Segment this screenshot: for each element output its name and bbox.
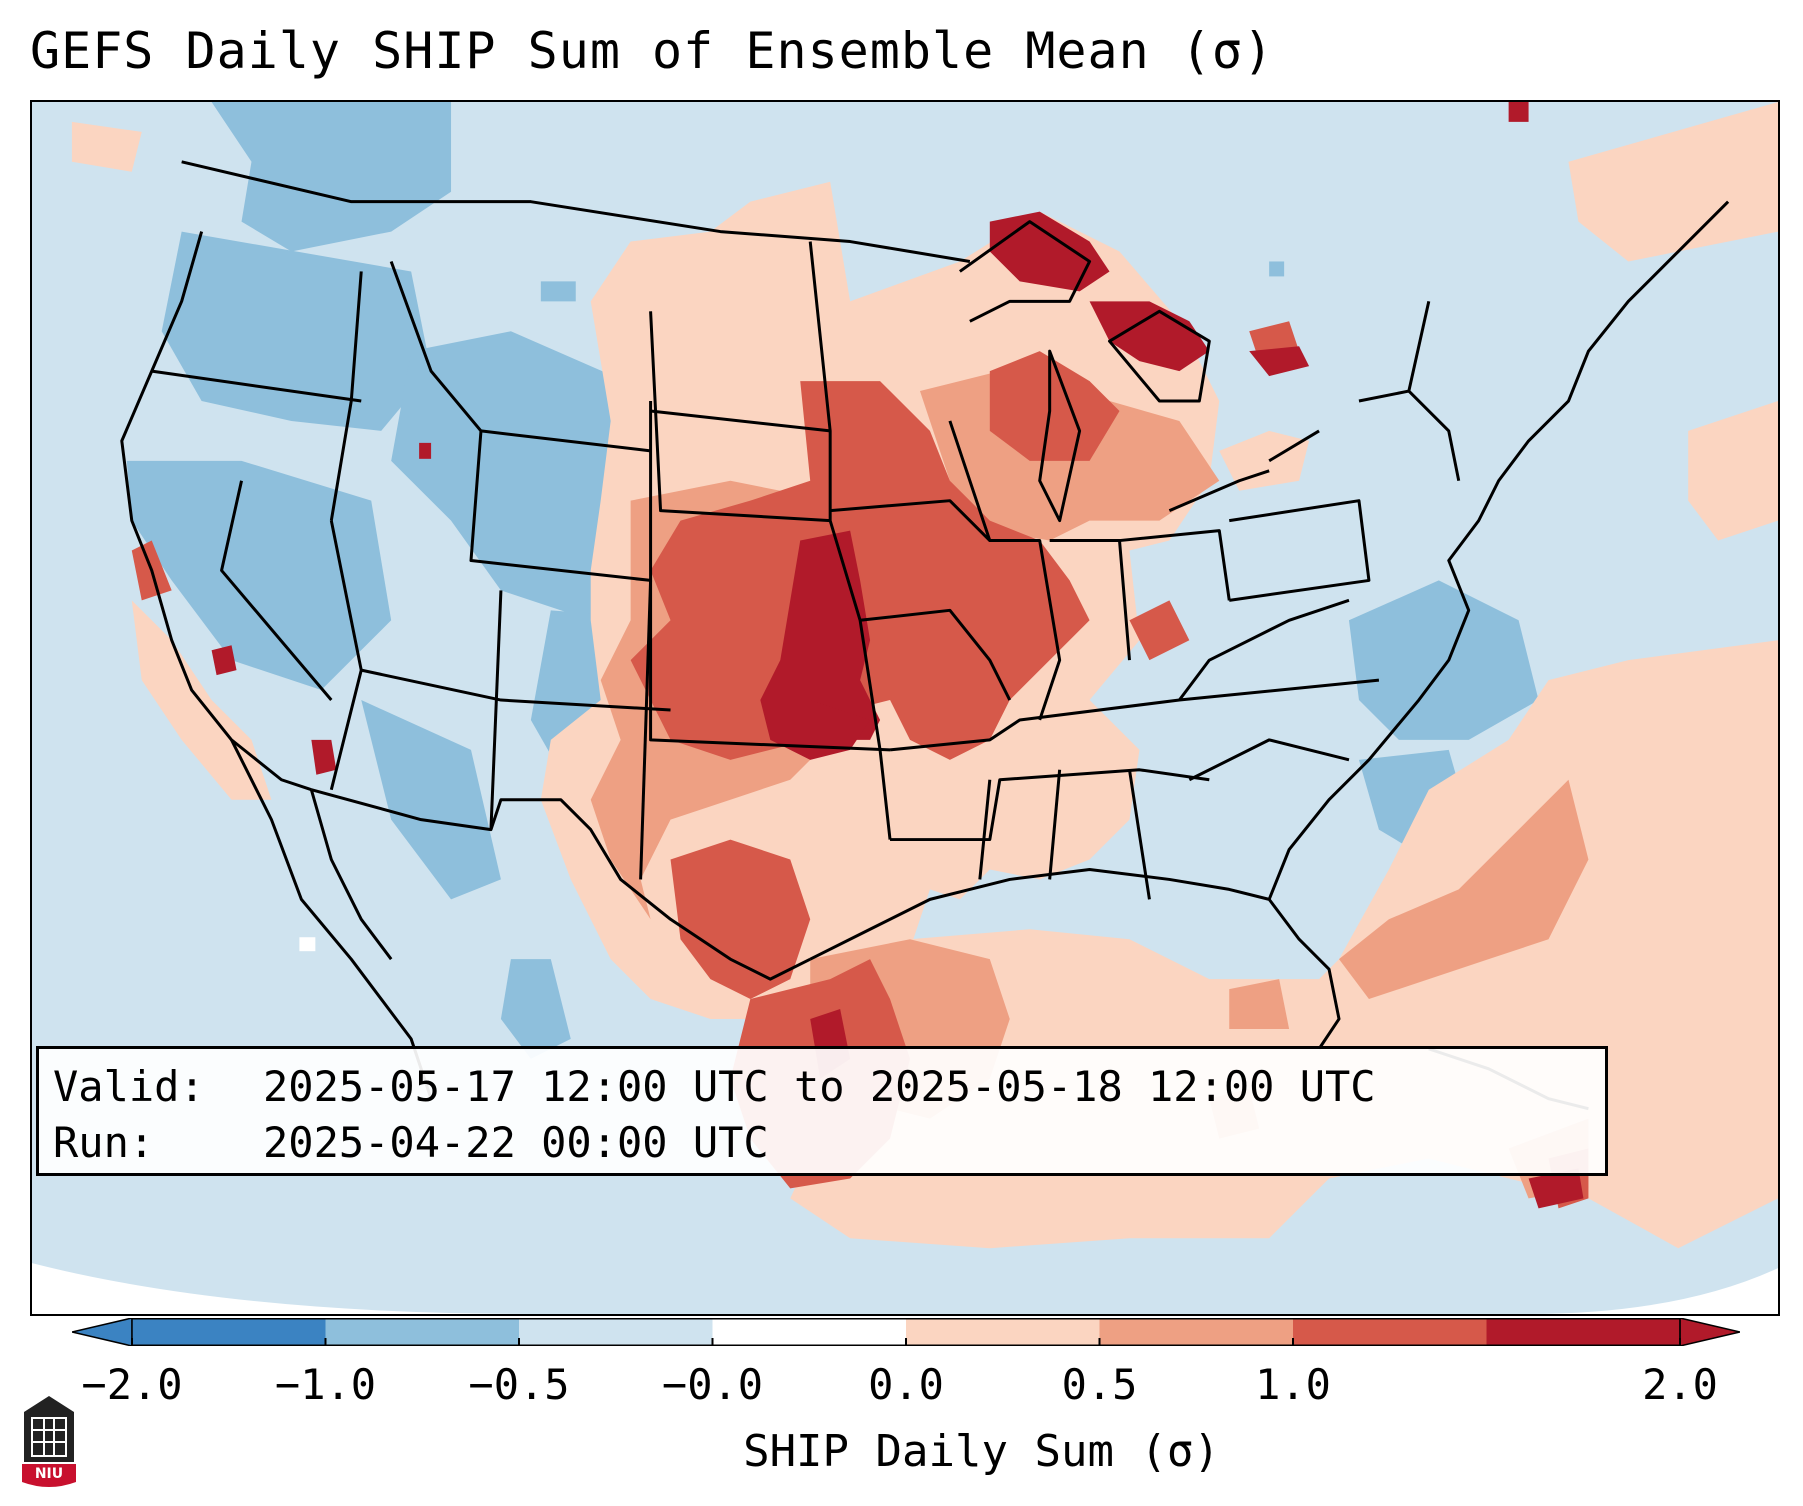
colorbar-segment	[1486, 1318, 1681, 1346]
colorbar-segment	[325, 1318, 520, 1346]
valid-row: Valid: 2025-05-17 12:00 UTC to 2025-05-1…	[53, 1059, 1591, 1115]
colorbar-segment	[712, 1318, 907, 1346]
colorbar-tick-label: 0.0	[868, 1360, 944, 1409]
colorbar-segment	[906, 1318, 1100, 1346]
run-label: Run:	[53, 1118, 155, 1167]
colorbar-segment	[519, 1318, 713, 1346]
run-row: Run: 2025-04-22 00:00 UTC	[53, 1115, 1591, 1171]
projection-edge	[32, 1263, 531, 1314]
colorbar-tick-label: 2.0	[1642, 1360, 1718, 1409]
valid-label: Valid:	[53, 1062, 205, 1111]
colorbar-extend-low	[72, 1318, 133, 1346]
niu-seal-icon	[22, 1396, 76, 1487]
niu-logo-text: NIU	[34, 1466, 64, 1482]
colorbar	[72, 1318, 1740, 1346]
valid-time-box: Valid: 2025-05-17 12:00 UTC to 2025-05-1…	[36, 1046, 1608, 1176]
colorbar-tick-label: −1.0	[274, 1360, 377, 1409]
run-value: 2025-04-22 00:00 UTC	[263, 1118, 769, 1167]
colorbar-segment	[132, 1318, 326, 1346]
colorbar-ticks: −2.0 −1.0 −0.5 −0.0 0.0 0.5 1.0 2.0	[0, 1360, 1803, 1416]
valid-value: 2025-05-17 12:00 UTC to 2025-05-18 12:00…	[263, 1062, 1376, 1111]
anomaly-cell	[299, 937, 316, 952]
colorbar-segment	[1293, 1318, 1487, 1346]
page-title: GEFS Daily SHIP Sum of Ensemble Mean (σ)	[30, 22, 1275, 80]
colorbar-extend-high	[1679, 1318, 1740, 1346]
colorbar-tick-label: −0.5	[468, 1360, 570, 1409]
projection-edge	[1528, 1268, 1778, 1314]
anomaly-cell	[419, 442, 432, 459]
colorbar-tick-label: 1.0	[1255, 1360, 1331, 1409]
colorbar-segment	[1099, 1318, 1294, 1346]
colorbar-label: SHIP Daily Sum (σ)	[743, 1426, 1220, 1477]
colorbar-tick-label: 0.5	[1061, 1360, 1138, 1409]
colorbar-tick-label: −2.0	[81, 1360, 183, 1409]
colorbar-tick-label: −0.0	[661, 1360, 764, 1409]
